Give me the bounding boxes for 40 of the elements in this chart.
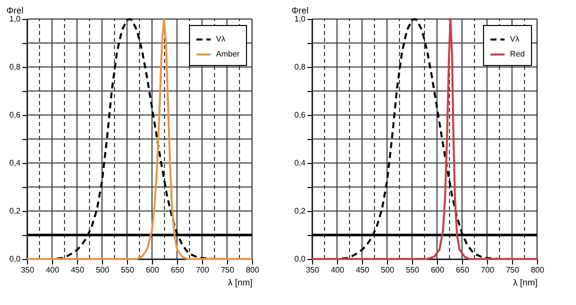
y-axis-title: Φrel [6,6,24,16]
x-tick-label: 550 [120,266,135,274]
y-tick-label: 0,6 [9,110,22,120]
legend-label: Vλ [510,34,520,44]
y-tick-label: 0,8 [294,62,306,72]
x-tick-label: 700 [480,266,495,274]
x-tick-label: 750 [506,266,520,274]
x-tick-label: 800 [246,266,260,274]
x-tick-label: 500 [380,266,395,274]
y-axis-title: Φrel [291,6,308,16]
x-tick-label: 400 [330,266,345,274]
y-tick-label: 0,4 [9,158,22,168]
y-tick-label: 0,0 [294,254,306,264]
legend-label: Amber [216,50,240,58]
y-tick-label: 0,4 [294,158,306,168]
x-tick-label: 800 [530,266,545,274]
x-tick-label: 500 [96,266,110,274]
x-tick-label: 650 [456,266,470,274]
x-tick-label: 350 [20,266,35,274]
y-tick-label: 0,8 [9,62,22,72]
legend-label: Red [510,50,525,58]
x-tick-label: 550 [406,266,420,274]
x-tick-label: 600 [430,266,445,274]
y-tick-label: 0,2 [294,206,306,216]
x-axis-title: λ [nm] [228,278,252,288]
x-tick-label: 350 [306,266,320,274]
y-tick-label: 0,2 [9,206,22,216]
legend-label: Vλ [216,34,226,44]
y-tick-label: 0,0 [9,254,22,264]
x-tick-label: 600 [146,266,160,274]
x-tick-label: 650 [170,266,185,274]
x-tick-label: 400 [46,266,60,274]
x-tick-label: 450 [356,266,370,274]
x-axis-title: λ [nm] [512,278,538,288]
y-tick-label: 0,6 [294,110,306,120]
y-tick-label: 1,0 [9,14,22,24]
y-tick-label: 1,0 [294,14,306,24]
x-tick-label: 700 [196,266,210,274]
x-tick-label: 450 [70,266,85,274]
x-tick-label: 750 [220,266,235,274]
